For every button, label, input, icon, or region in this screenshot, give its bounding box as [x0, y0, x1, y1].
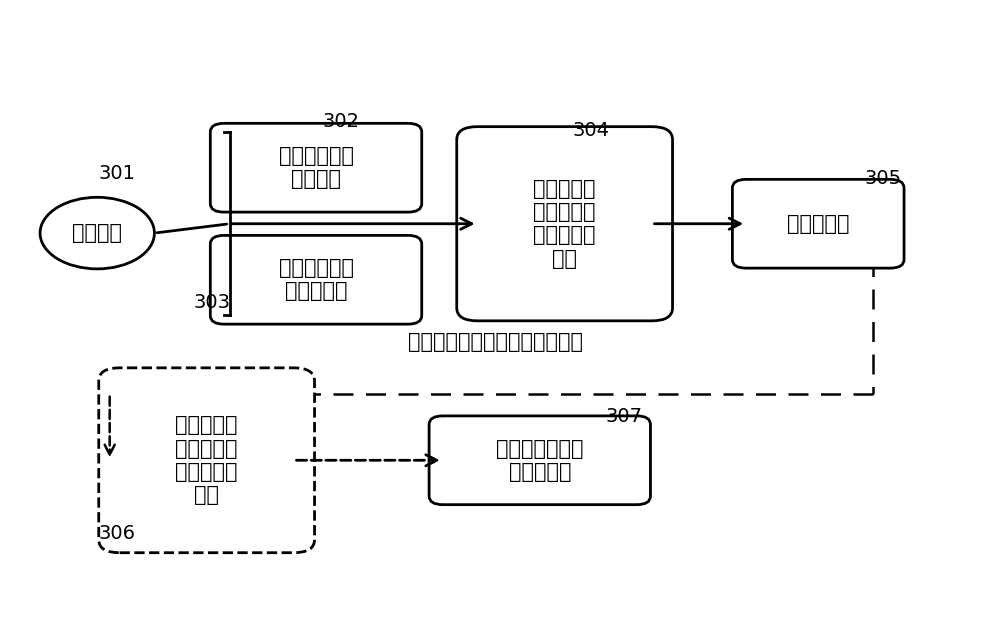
FancyBboxPatch shape	[732, 180, 904, 268]
Text: 通过雷达波
检测用户是
否离开显示
屏前: 通过雷达波 检测用户是 否离开显示 屏前	[533, 179, 596, 269]
Text: 点亮显示屏并输
出解锁提示: 点亮显示屏并输 出解锁提示	[496, 439, 584, 482]
Text: 301: 301	[99, 165, 136, 183]
Text: 关闭显示屏: 关闭显示屏	[787, 214, 849, 234]
Text: 305: 305	[864, 169, 901, 188]
Text: 306: 306	[99, 524, 136, 543]
Ellipse shape	[40, 197, 154, 269]
FancyBboxPatch shape	[99, 368, 315, 553]
Text: 303: 303	[193, 293, 230, 312]
FancyBboxPatch shape	[429, 416, 650, 505]
Text: 302: 302	[322, 112, 359, 131]
FancyBboxPatch shape	[210, 236, 422, 324]
FancyBboxPatch shape	[210, 123, 422, 212]
Text: 移动终端处于
播放器模式: 移动终端处于 播放器模式	[279, 258, 354, 301]
Text: 移动终端处于
视频模式: 移动终端处于 视频模式	[279, 146, 354, 189]
FancyBboxPatch shape	[457, 127, 673, 321]
Text: 通过雷达波
检测用户是
否回到显示
屏前: 通过雷达波 检测用户是 否回到显示 屏前	[175, 416, 238, 505]
Text: 304: 304	[573, 121, 610, 140]
Text: 场景检测: 场景检测	[72, 223, 122, 243]
Text: 持续检测用户是否回到显示屏前: 持续检测用户是否回到显示屏前	[408, 332, 583, 352]
Text: 307: 307	[606, 407, 643, 426]
